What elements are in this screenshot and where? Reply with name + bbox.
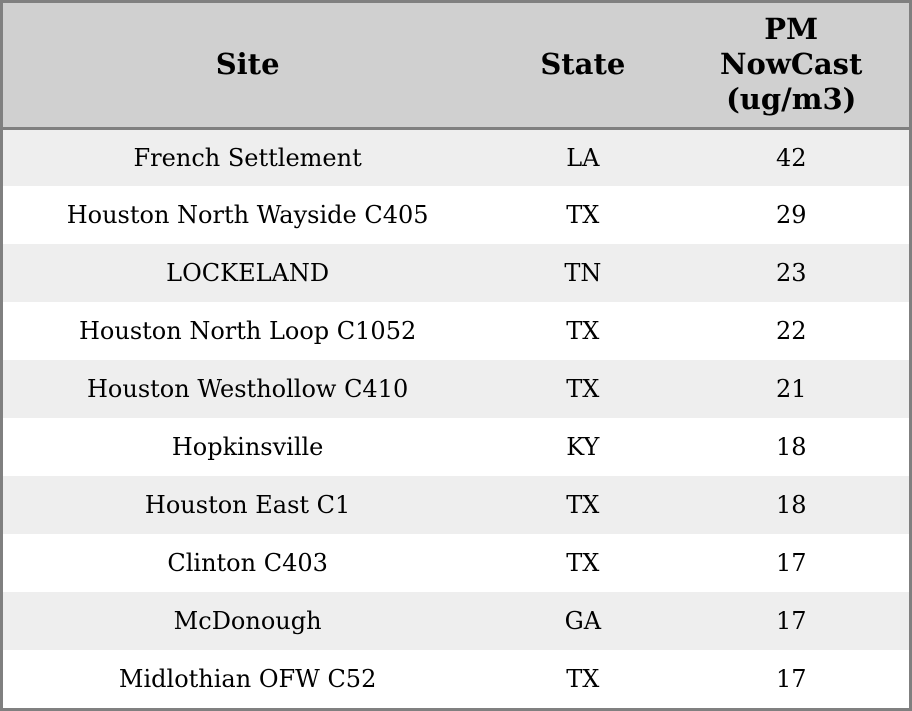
site-cell: Houston East C1: [144, 491, 351, 519]
table-row: Houston North Wayside C405 TX 29: [3, 186, 909, 244]
column-header-site-label: Site: [215, 47, 280, 82]
site-cell: McDonough: [173, 607, 322, 635]
pm-value-cell: 23: [775, 259, 807, 287]
table-row: LOCKELAND TN 23: [3, 244, 909, 302]
site-cell: Houston North Loop C1052: [78, 317, 417, 345]
pm-value-cell: 18: [775, 491, 807, 519]
table-row: McDonough GA 17: [3, 592, 909, 650]
table-row: Houston East C1 TX 18: [3, 476, 909, 534]
pm-value-cell: 42: [775, 143, 807, 172]
pm-nowcast-table: Site State PM NowCast (ug/m3) French Set…: [3, 3, 909, 708]
pm-value-cell: 17: [775, 607, 807, 635]
column-header-site: Site: [3, 3, 493, 130]
state-cell: TX: [566, 665, 600, 693]
column-header-pm-nowcast: PM NowCast (ug/m3): [673, 3, 909, 130]
state-cell: TX: [566, 201, 600, 229]
state-cell: TX: [566, 317, 600, 345]
state-cell: GA: [564, 607, 602, 635]
state-cell: LA: [566, 143, 600, 172]
pm-value-cell: 17: [775, 549, 807, 577]
column-header-state: State: [492, 3, 674, 130]
pm-value-cell: 17: [775, 665, 807, 693]
table-row: Hopkinsville KY 18: [3, 418, 909, 476]
table-row: Midlothian OFW C52 TX 17: [3, 650, 909, 708]
site-cell: Clinton C403: [167, 549, 328, 577]
table-row: Houston Westhollow C410 TX 21: [3, 360, 909, 418]
column-header-state-label: State: [540, 47, 626, 82]
site-cell: Houston Westhollow C410: [86, 375, 409, 403]
state-cell: TX: [566, 491, 600, 519]
state-cell: TX: [566, 549, 600, 577]
site-cell: Midlothian OFW C52: [118, 665, 377, 693]
site-cell: Houston North Wayside C405: [66, 201, 429, 229]
state-cell: TX: [566, 375, 600, 403]
table-row: French Settlement LA 42: [3, 128, 909, 186]
pm-value-cell: 29: [775, 201, 807, 229]
pm-value-cell: 22: [775, 317, 807, 345]
table-row: Clinton C403 TX 17: [3, 534, 909, 592]
pm-value-cell: 21: [775, 375, 807, 403]
site-cell: Hopkinsville: [171, 433, 324, 461]
header-row: Site State PM NowCast (ug/m3): [3, 3, 909, 130]
table-header: Site State PM NowCast (ug/m3): [3, 3, 909, 130]
column-header-pm-nowcast-label: PM NowCast (ug/m3): [720, 11, 863, 117]
site-cell: LOCKELAND: [166, 259, 330, 287]
state-cell: KY: [566, 433, 600, 461]
pm-value-cell: 18: [775, 433, 807, 461]
table-body: French Settlement LA 42 Houston North Wa…: [3, 128, 909, 708]
table-row: Houston North Loop C1052 TX 22: [3, 302, 909, 360]
site-cell: French Settlement: [133, 143, 362, 172]
state-cell: TN: [564, 259, 602, 287]
